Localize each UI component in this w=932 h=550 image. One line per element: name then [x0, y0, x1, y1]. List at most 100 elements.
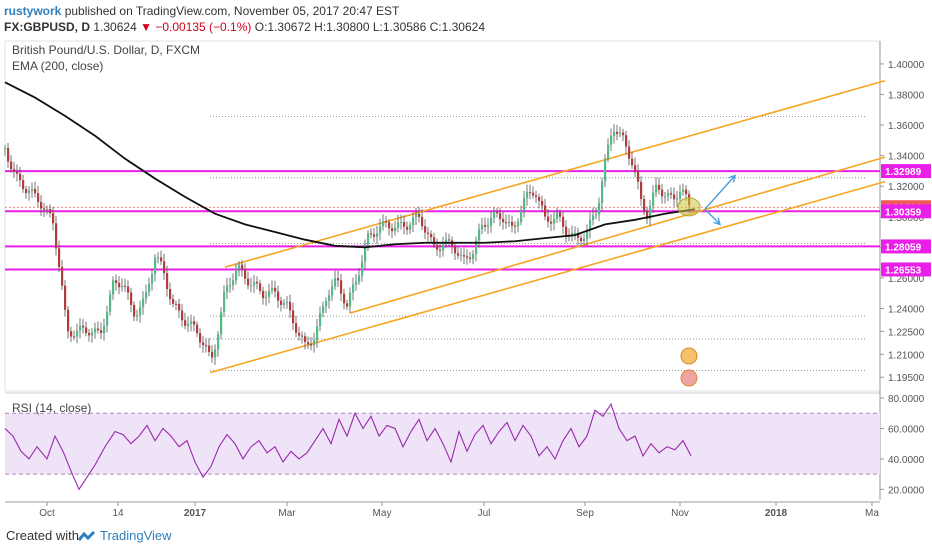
candle-body [580, 237, 583, 242]
candle-body [637, 171, 640, 182]
candle-body [175, 303, 178, 305]
candle-body [106, 311, 109, 326]
candle-body [655, 184, 658, 193]
candle-body [352, 284, 355, 293]
x-tick-label: 2017 [184, 508, 207, 519]
candle-body [601, 181, 604, 203]
candle-body [646, 211, 649, 219]
channel-line-0 [224, 79, 886, 268]
price-label: 1.30359 [885, 207, 922, 218]
candle-body [496, 211, 499, 214]
candle-body [523, 197, 526, 212]
price-tick-label: 1.21000 [888, 350, 925, 361]
candle-body [478, 229, 481, 241]
candle-body [454, 246, 457, 254]
channel-line-1 [209, 180, 886, 374]
candle-body [448, 239, 451, 241]
price-tick-label: 1.19500 [888, 373, 925, 384]
candle-body [274, 287, 277, 292]
candle-body [76, 330, 79, 337]
candle-body [367, 233, 370, 245]
candle-body [586, 230, 589, 239]
candle-body [49, 208, 52, 214]
candle-body [190, 321, 193, 324]
candle-body [388, 222, 391, 229]
candle-body [403, 222, 406, 227]
candle-body [118, 283, 121, 288]
candle-body [622, 132, 625, 136]
candle-body [250, 285, 253, 287]
candle-body [565, 226, 568, 236]
candle-body [487, 225, 490, 227]
candle-body [64, 285, 67, 310]
candle-body [178, 303, 181, 311]
candle-body [652, 192, 655, 206]
candle-body [592, 215, 595, 220]
price-chart-title: British Pound/U.S. Dollar, D, FXCM [12, 43, 200, 57]
candle-body [40, 201, 43, 209]
candle-body [475, 240, 478, 255]
candle-body [187, 323, 190, 326]
candle-body [229, 285, 232, 287]
candle-body [337, 278, 340, 281]
candle-body [394, 227, 397, 232]
candle-body [145, 291, 148, 299]
candle-body [28, 190, 31, 194]
candle-body [616, 131, 619, 134]
published-text: published on TradingView.com, November 0… [64, 4, 400, 18]
x-tick-label: Ma [865, 508, 879, 519]
candle-body [202, 342, 205, 346]
candle-body [424, 226, 427, 233]
author-name[interactable]: rustywork [4, 4, 62, 18]
candle-body [664, 196, 667, 198]
candle-body [595, 214, 598, 216]
candle-body [46, 208, 49, 210]
candle-body [484, 225, 487, 227]
candle-body [235, 269, 238, 281]
projection-arrow-1 [704, 208, 721, 225]
candle-body [649, 205, 652, 219]
x-tick-label: Nov [671, 508, 689, 519]
candle-body [199, 333, 202, 343]
candle-body [262, 290, 265, 299]
candle-body [151, 274, 154, 284]
candle-body [481, 225, 484, 230]
candle-body [55, 223, 58, 249]
candle-body [109, 294, 112, 312]
price-tick-label: 1.34000 [888, 152, 925, 163]
candle-body [628, 146, 631, 159]
last-price: 1.30624 [93, 20, 137, 34]
candle-body [13, 169, 16, 172]
candle-body [85, 327, 88, 334]
candle-body [562, 216, 565, 227]
candle-body [220, 311, 223, 335]
candle-body [439, 249, 442, 251]
publish-info: rustywork published on TradingView.com, … [4, 4, 399, 18]
candle-body [283, 303, 286, 305]
candle-body [10, 161, 13, 170]
candle-body [181, 310, 184, 321]
candle-body [301, 335, 304, 337]
price-pane-frame [4, 40, 881, 392]
symbol-info: FX:GBPUSD, D 1.30624 ▼ −0.00135 (−0.1%) … [4, 20, 485, 34]
tradingview-brand-link[interactable]: TradingView [100, 528, 172, 543]
candle-body [157, 257, 160, 259]
candle-body [577, 232, 580, 238]
rsi-tick-label: 60.0000 [888, 424, 925, 435]
candle-body [436, 244, 439, 250]
candle-body [193, 321, 196, 325]
candle-body [604, 158, 607, 182]
candle-body [493, 211, 496, 219]
candle-body [127, 286, 130, 293]
x-tick-label: Oct [39, 508, 55, 519]
candle-body [676, 198, 679, 200]
candle-body [343, 293, 346, 304]
candle-body [466, 256, 469, 258]
chart-canvas[interactable]: 1.400001.380001.360001.340001.320001.300… [0, 38, 932, 522]
candle-body [511, 221, 514, 226]
event-flag-icon [680, 347, 698, 365]
x-tick-label: Mar [278, 508, 296, 519]
candle-body [298, 332, 301, 336]
candle-body [472, 254, 475, 260]
candle-body [52, 213, 55, 224]
